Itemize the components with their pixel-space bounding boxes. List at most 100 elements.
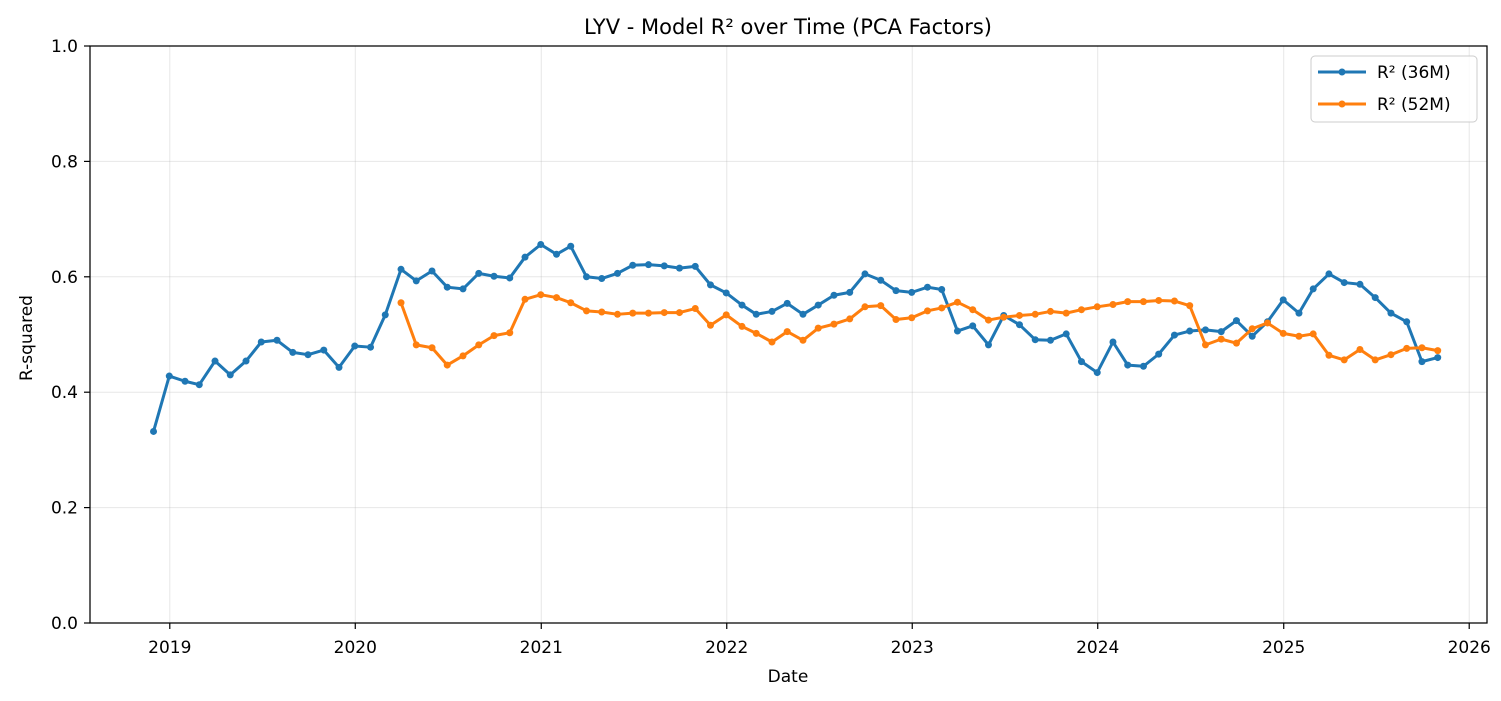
data-point	[521, 253, 529, 261]
data-point	[506, 329, 514, 337]
data-point	[722, 311, 730, 319]
data-point	[289, 348, 297, 356]
data-point	[583, 273, 590, 281]
data-point	[165, 372, 173, 380]
data-point	[1062, 309, 1070, 317]
data-point	[428, 267, 436, 275]
axis-ticks: 2019 2020 2021 2022 2023 2024 2025 2026 0.0 0.2 0.…	[51, 37, 1491, 658]
data-point	[660, 309, 668, 317]
data-point	[490, 332, 498, 340]
data-point	[1418, 358, 1426, 366]
data-point	[459, 285, 467, 293]
y-axis-label: R-squared	[17, 295, 37, 381]
data-point	[242, 357, 250, 365]
data-point	[1232, 317, 1240, 325]
data-point	[892, 287, 900, 295]
data-point	[814, 301, 822, 309]
data-point	[722, 289, 730, 297]
data-point	[1387, 351, 1395, 359]
data-point	[1046, 336, 1054, 344]
data-point	[877, 302, 885, 310]
data-point	[598, 275, 606, 283]
data-point	[768, 307, 776, 315]
data-point	[1232, 339, 1240, 347]
data-point	[226, 371, 234, 379]
data-point	[351, 342, 359, 350]
data-point	[1155, 296, 1163, 304]
data-point	[567, 299, 575, 307]
data-point	[645, 261, 652, 269]
data-point	[1186, 302, 1194, 310]
data-point	[1295, 309, 1303, 317]
data-point	[1015, 321, 1023, 329]
x-tick-label: 2021	[520, 638, 563, 658]
data-point	[320, 346, 328, 354]
data-point	[614, 310, 621, 318]
data-point	[691, 262, 699, 270]
data-point	[1403, 344, 1411, 352]
data-point	[691, 305, 699, 313]
data-point	[1325, 351, 1333, 359]
data-point	[367, 343, 375, 351]
series-layer	[150, 240, 1442, 435]
data-point	[738, 322, 746, 330]
data-point	[521, 295, 529, 303]
data-point	[1015, 311, 1023, 319]
data-point	[799, 310, 807, 318]
x-tick-label: 2025	[1262, 638, 1305, 658]
data-point	[1325, 270, 1333, 278]
data-point	[1109, 338, 1117, 346]
legend-label-52m: R² (52M)	[1377, 95, 1451, 115]
y-tick-label: 0.2	[51, 499, 78, 519]
data-point	[908, 314, 916, 322]
data-point	[846, 315, 854, 323]
data-point	[984, 316, 992, 324]
data-point	[1124, 298, 1132, 306]
data-point	[475, 341, 483, 349]
data-point	[397, 299, 405, 307]
data-point	[984, 341, 992, 349]
x-tick-label: 2019	[148, 638, 191, 658]
legend-label-36m: R² (36M)	[1377, 63, 1451, 83]
data-point	[1217, 328, 1225, 336]
data-point	[1340, 279, 1348, 287]
data-point	[1356, 280, 1364, 288]
data-point	[1309, 285, 1317, 293]
data-point	[1062, 330, 1070, 338]
data-point	[1263, 319, 1271, 327]
series-36m	[150, 240, 1442, 435]
data-point	[953, 327, 961, 335]
data-point	[428, 344, 436, 352]
data-point	[1046, 307, 1054, 315]
data-point	[443, 283, 451, 291]
data-point	[211, 357, 219, 365]
data-point	[953, 298, 961, 306]
data-point	[598, 308, 606, 316]
data-point	[783, 328, 791, 336]
data-point	[1403, 318, 1411, 326]
data-point	[861, 270, 869, 278]
data-point	[783, 299, 791, 307]
data-point	[923, 307, 931, 315]
data-point	[1418, 344, 1426, 352]
data-point	[969, 322, 977, 330]
data-point	[706, 321, 714, 329]
data-point	[1434, 354, 1442, 362]
data-point	[660, 262, 668, 270]
data-point	[537, 291, 545, 299]
plot-frame	[89, 45, 1488, 624]
data-point	[273, 336, 281, 344]
data-point	[1000, 313, 1008, 321]
data-point	[892, 316, 900, 323]
x-tick-label: 2026	[1448, 638, 1491, 658]
data-point	[923, 283, 931, 291]
x-tick-label: 2024	[1076, 638, 1119, 658]
data-point	[583, 307, 590, 315]
data-point	[257, 338, 265, 346]
data-point	[830, 320, 838, 328]
data-point	[537, 240, 545, 248]
series-52m	[397, 291, 1442, 369]
legend: R² (36M) R² (52M)	[1310, 55, 1478, 123]
y-tick-label: 1.0	[51, 37, 78, 57]
